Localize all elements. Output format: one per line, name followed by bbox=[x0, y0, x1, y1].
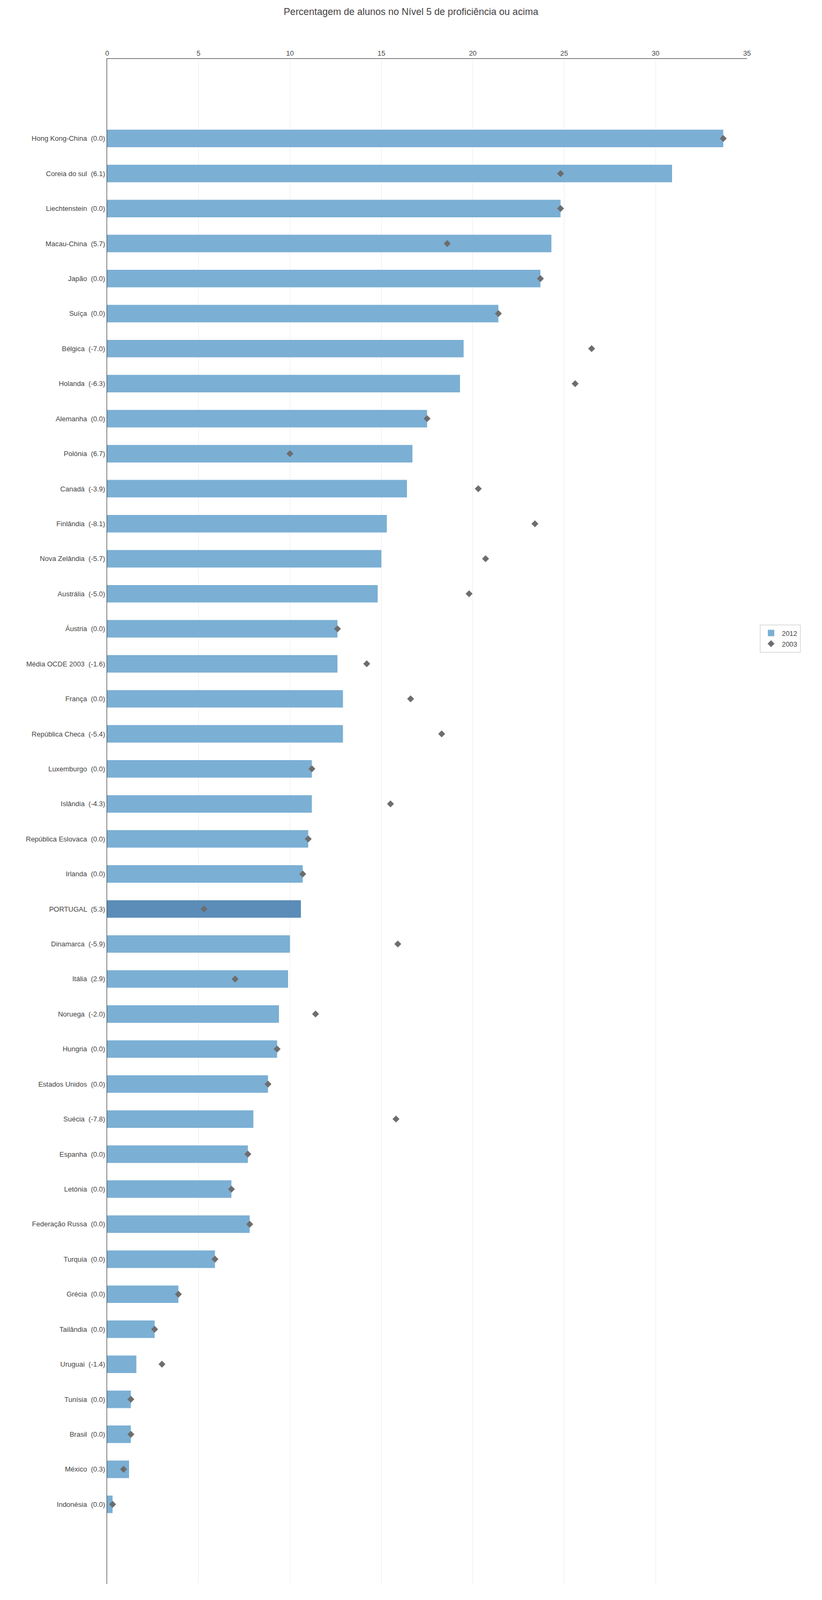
svg-text:10: 10 bbox=[285, 49, 294, 58]
svg-text:Suíça (0.0): Suíça (0.0) bbox=[69, 309, 105, 318]
svg-text:Indonésia (0.0): Indonésia (0.0) bbox=[56, 1501, 105, 1510]
svg-text:Percentagem de alunos no Nível: Percentagem de alunos no Nível 5 de prof… bbox=[283, 6, 539, 18]
svg-text:35: 35 bbox=[743, 49, 751, 58]
svg-text:Uruguai (-1.4): Uruguai (-1.4) bbox=[60, 1360, 106, 1369]
svg-text:30: 30 bbox=[651, 49, 660, 58]
svg-text:França (0.0): França (0.0) bbox=[65, 695, 105, 704]
svg-text:Tunísia (0.0): Tunísia (0.0) bbox=[64, 1396, 105, 1405]
svg-text:Polónia (6.7): Polónia (6.7) bbox=[63, 449, 105, 458]
svg-text:Tailândia (0.0): Tailândia (0.0) bbox=[59, 1325, 105, 1334]
svg-text:2003: 2003 bbox=[781, 640, 798, 649]
svg-text:Nova Zelândia (-5.7): Nova Zelândia (-5.7) bbox=[39, 554, 105, 563]
svg-text:Brasil (0.0): Brasil (0.0) bbox=[69, 1430, 105, 1439]
svg-text:20: 20 bbox=[469, 49, 477, 58]
svg-text:Espanha (0.0): Espanha (0.0) bbox=[59, 1150, 105, 1159]
svg-text:Macau-China (5.7): Macau-China (5.7) bbox=[45, 239, 105, 248]
svg-text:Austrália (-5.0): Austrália (-5.0) bbox=[57, 590, 106, 599]
svg-text:Itália (2.9): Itália (2.9) bbox=[72, 975, 105, 984]
svg-text:Hungria (0.0): Hungria (0.0) bbox=[62, 1045, 105, 1054]
svg-text:Liechtenstein (0.0): Liechtenstein (0.0) bbox=[46, 204, 106, 213]
svg-text:Bélgica (-7.0): Bélgica (-7.0) bbox=[61, 344, 105, 353]
svg-text:Estados Unidos (0.0): Estados Unidos (0.0) bbox=[38, 1080, 105, 1089]
svg-text:Luxemburgo (0.0): Luxemburgo (0.0) bbox=[48, 765, 105, 774]
svg-text:Holanda (-6.3): Holanda (-6.3) bbox=[58, 379, 106, 388]
svg-text:Áustria (0.0): Áustria (0.0) bbox=[65, 624, 105, 633]
svg-text:Japão (0.0): Japão (0.0) bbox=[68, 274, 105, 283]
svg-text:Alemanha (0.0): Alemanha (0.0) bbox=[55, 415, 106, 424]
svg-text:PORTUGAL (5.3): PORTUGAL (5.3) bbox=[49, 905, 106, 914]
svg-text:República Checa (-5.4): República Checa (-5.4) bbox=[31, 729, 105, 738]
svg-text:Canadá (-3.9): Canadá (-3.9) bbox=[60, 485, 106, 494]
svg-text:Média OCDE 2003 (-1.6): Média OCDE 2003 (-1.6) bbox=[26, 660, 105, 669]
svg-text:Suécia (-7.8): Suécia (-7.8) bbox=[63, 1115, 105, 1124]
svg-text:Hong Kong-China (0.0): Hong Kong-China (0.0) bbox=[31, 134, 105, 143]
svg-text:Coreia do sul (6.1): Coreia do sul (6.1) bbox=[46, 169, 106, 178]
svg-text:5: 5 bbox=[196, 49, 201, 58]
svg-text:Finlândia (-8.1): Finlândia (-8.1) bbox=[56, 519, 105, 529]
svg-text:Islândia (-4.3): Islândia (-4.3) bbox=[60, 800, 105, 809]
svg-text:15: 15 bbox=[377, 49, 386, 58]
svg-text:México (0.3): México (0.3) bbox=[64, 1465, 105, 1474]
svg-text:Irlanda (0.0): Irlanda (0.0) bbox=[65, 870, 106, 879]
svg-text:25: 25 bbox=[560, 49, 568, 58]
svg-text:Dinamarca (-5.9): Dinamarca (-5.9) bbox=[50, 940, 105, 949]
svg-text:Letónia (0.0): Letónia (0.0) bbox=[64, 1185, 106, 1194]
svg-text:Grécia (0.0): Grécia (0.0) bbox=[66, 1290, 105, 1299]
svg-text:0: 0 bbox=[104, 49, 109, 58]
svg-text:Turquia (0.0): Turquia (0.0) bbox=[63, 1255, 106, 1264]
svg-text:Noruega (-2.0): Noruega (-2.0) bbox=[57, 1010, 105, 1019]
svg-text:2012: 2012 bbox=[781, 629, 798, 638]
svg-text:Federação Russa (0.0): Federação Russa (0.0) bbox=[32, 1220, 106, 1229]
svg-text:República Eslovaca (0.0): República Eslovaca (0.0) bbox=[25, 835, 105, 844]
